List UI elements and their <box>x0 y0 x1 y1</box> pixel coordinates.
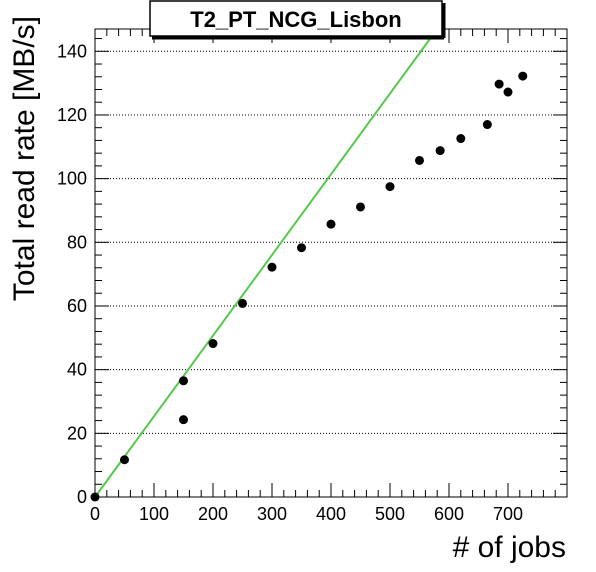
y-tick-label: 60 <box>67 296 87 316</box>
chart-title: T2_PT_NCG_Lisbon <box>190 7 401 32</box>
y-tick-label: 100 <box>57 169 87 189</box>
data-point <box>238 298 247 308</box>
plot-frame <box>94 28 568 498</box>
y-tick-label: 120 <box>57 105 87 125</box>
x-tick-label: 200 <box>198 504 228 524</box>
data-point <box>482 120 492 130</box>
x-tick-label: 0 <box>90 504 100 524</box>
x-tick-label: 700 <box>493 504 523 524</box>
data-point <box>120 455 129 465</box>
data-point <box>494 79 504 89</box>
title-box: T2_PT_NCG_Lisbon <box>149 0 446 40</box>
y-tick-label: 80 <box>67 232 87 252</box>
y-tick-label: 20 <box>67 423 87 443</box>
y-tick-label: 40 <box>67 360 87 380</box>
y-tick-label: 140 <box>57 41 87 61</box>
data-point <box>503 87 513 97</box>
x-tick-label: 400 <box>316 504 346 524</box>
tick-labels: 0 20 40 60 80 100 120 140 0 100 200 300 400 500 600 700 <box>57 41 523 524</box>
data-point <box>518 71 528 81</box>
data-point <box>326 219 336 229</box>
grid-lines <box>95 50 567 498</box>
data-point <box>356 202 365 212</box>
data-point <box>297 243 306 253</box>
x-tick-label: 300 <box>257 504 287 524</box>
data-points <box>90 71 528 502</box>
data-point <box>208 339 218 349</box>
data-point <box>179 376 188 386</box>
data-point <box>179 415 188 425</box>
axis-ticks <box>94 29 567 498</box>
data-point <box>415 155 424 165</box>
x-tick-label: 500 <box>375 504 405 524</box>
y-tick-label: 0 <box>77 487 87 507</box>
data-point <box>435 146 445 156</box>
data-point <box>456 134 466 144</box>
y-axis-title: Total read rate [MB/s] <box>8 16 41 301</box>
data-point <box>267 262 277 272</box>
x-axis-title: # of jobs <box>453 531 566 564</box>
x-tick-label: 600 <box>434 504 464 524</box>
data-point <box>385 182 395 192</box>
x-tick-label: 100 <box>139 504 169 524</box>
fit-line <box>94 28 439 498</box>
